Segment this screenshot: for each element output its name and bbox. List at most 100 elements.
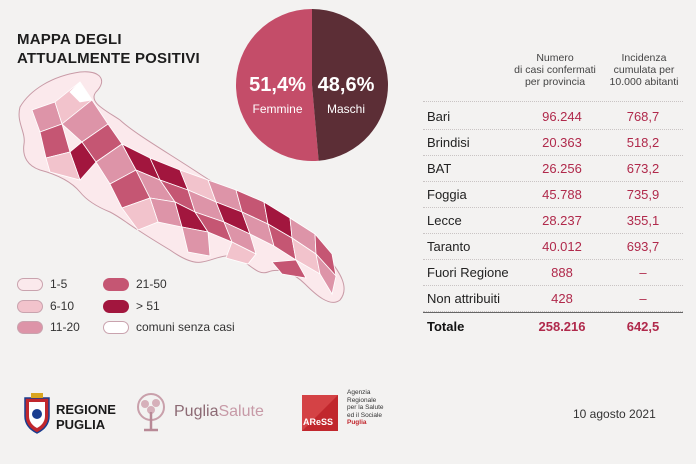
title-line-1: MAPPA DEGLI xyxy=(17,31,122,48)
legend-label: 21-50 xyxy=(136,277,167,291)
incidence-value: 355,1 xyxy=(626,213,660,228)
municipality xyxy=(225,241,257,265)
aress-line: Puglia xyxy=(347,419,367,426)
table-top-divider xyxy=(423,101,683,102)
column-header-line: per provincia xyxy=(524,76,586,88)
map-title: MAPPA DEGLI ATTUALMENTE POSITIVI xyxy=(17,30,200,68)
title-line-2: ATTUALMENTE POSITIVI xyxy=(17,50,200,67)
legend-item: > 51 xyxy=(103,299,160,313)
regione-line: REGIONE xyxy=(56,402,116,417)
pie-slice-male xyxy=(312,9,389,161)
puglia-salute-part: Salute xyxy=(218,403,264,420)
total-cases-value: 258.216 xyxy=(538,319,586,334)
aress-line: per la Salute xyxy=(347,404,384,411)
incidence-value: – xyxy=(639,291,647,306)
column-header-line: di casi confermati xyxy=(514,64,596,76)
column-header-line: Numero xyxy=(536,52,574,64)
municipality xyxy=(45,151,81,181)
regione-line: PUGLIA xyxy=(56,417,106,432)
cases-value: 888 xyxy=(551,265,573,280)
legend-label: comuni senza casi xyxy=(136,320,235,334)
table-row: Foggia 45.788 735,9 xyxy=(423,181,683,208)
province-name: BAT xyxy=(427,161,452,176)
table-total-row: Totale 258.216 642,5 xyxy=(423,312,683,339)
municipality xyxy=(69,81,93,103)
cases-value: 20.363 xyxy=(542,135,582,150)
total-label: Totale xyxy=(427,319,465,334)
table-row: BAT 26.256 673,2 xyxy=(423,155,683,182)
aress-mark-icon xyxy=(302,395,338,431)
legend-item: 21-50 xyxy=(103,277,167,291)
municipality xyxy=(121,197,159,231)
legend-swatch xyxy=(17,277,43,291)
cases-value: 26.256 xyxy=(542,161,582,176)
table-row: Taranto 40.012 693,7 xyxy=(423,233,683,260)
male-label: Maschi xyxy=(326,102,365,116)
incidence-value: 518,2 xyxy=(626,135,660,150)
female-percentage: 51,4% xyxy=(249,74,306,96)
aress-mark-text: AReSS xyxy=(303,417,334,427)
province-name: Non attribuiti xyxy=(427,291,500,306)
province-name: Fuori Regione xyxy=(427,265,509,280)
legend-label: > 51 xyxy=(136,299,160,313)
cases-value: 40.012 xyxy=(542,239,582,254)
table-row: Lecce 28.237 355,1 xyxy=(423,207,683,234)
table-row: Non attribuiti 428 – xyxy=(423,285,683,312)
legend-item: 6-10 xyxy=(17,299,74,313)
puglia-salute-text: PugliaSalute xyxy=(174,403,264,421)
legend-label: 6-10 xyxy=(50,299,75,313)
province-name: Taranto xyxy=(427,239,471,254)
column-header-cases: Numero di casi confermati per provincia xyxy=(500,52,610,88)
legend-swatch xyxy=(103,277,129,291)
column-header-line: Incidenza xyxy=(621,52,667,64)
province-name: Bari xyxy=(427,109,451,124)
puglia-salute-logo xyxy=(132,392,170,437)
legend-item: 11-20 xyxy=(17,320,80,334)
legend-item: comuni senza casi xyxy=(103,320,235,334)
aress-logo: AReSS xyxy=(300,393,340,433)
regione-crest-icon xyxy=(24,393,50,434)
legend-swatch xyxy=(103,320,129,334)
cases-value: 28.237 xyxy=(542,213,582,228)
incidence-value: 673,2 xyxy=(626,161,660,176)
legend-swatch xyxy=(17,299,43,313)
total-incidence-value: 642,5 xyxy=(626,319,660,334)
cases-value: 428 xyxy=(551,291,573,306)
legend-label: 11-20 xyxy=(50,320,80,334)
incidence-value: 768,7 xyxy=(626,109,660,124)
gender-pie-chart xyxy=(236,8,389,161)
aress-line: Agenzia xyxy=(347,389,371,396)
province-name: Brindisi xyxy=(427,135,470,150)
aress-line: Regionale xyxy=(347,396,377,404)
province-name: Foggia xyxy=(427,187,467,202)
cases-value: 45.788 xyxy=(542,187,582,202)
cases-value: 96.244 xyxy=(542,109,582,124)
column-header-incidence: Incidenza cumulata per 10.000 abitanti xyxy=(601,52,687,88)
column-header-line: cumulata per xyxy=(613,64,675,76)
municipality xyxy=(181,226,211,257)
male-percentage: 48,6% xyxy=(317,74,375,96)
legend-swatch xyxy=(103,299,129,313)
puglia-map xyxy=(18,71,345,303)
legend-label: 1-5 xyxy=(50,277,68,291)
pie-slice-female xyxy=(236,8,319,161)
legend-swatch xyxy=(17,320,43,334)
regione-puglia-text: REGIONE PUGLIA xyxy=(56,402,116,432)
puglia-salute-part: Puglia xyxy=(174,403,219,420)
aress-text: Agenzia Regionale per la Salute ed il So… xyxy=(347,389,384,427)
female-label: Femmine xyxy=(252,102,303,116)
pie-female-text: 51,4% Femmine xyxy=(240,74,315,116)
report-date: 10 agosto 2021 xyxy=(573,407,656,421)
table-row: Fuori Regione 888 – xyxy=(423,259,683,286)
incidence-value: – xyxy=(639,265,647,280)
municipality xyxy=(271,259,307,279)
incidence-value: 735,9 xyxy=(626,187,660,202)
column-header-line: 10.000 abitanti xyxy=(609,76,679,88)
regione-puglia-logo xyxy=(22,392,52,439)
table-row: Bari 96.244 768,7 xyxy=(423,103,683,130)
table-row: Brindisi 20.363 518,2 xyxy=(423,129,683,156)
legend-item: 1-5 xyxy=(17,277,67,291)
tree-icon xyxy=(137,393,165,432)
incidence-value: 693,7 xyxy=(626,239,660,254)
municipality xyxy=(315,252,337,296)
